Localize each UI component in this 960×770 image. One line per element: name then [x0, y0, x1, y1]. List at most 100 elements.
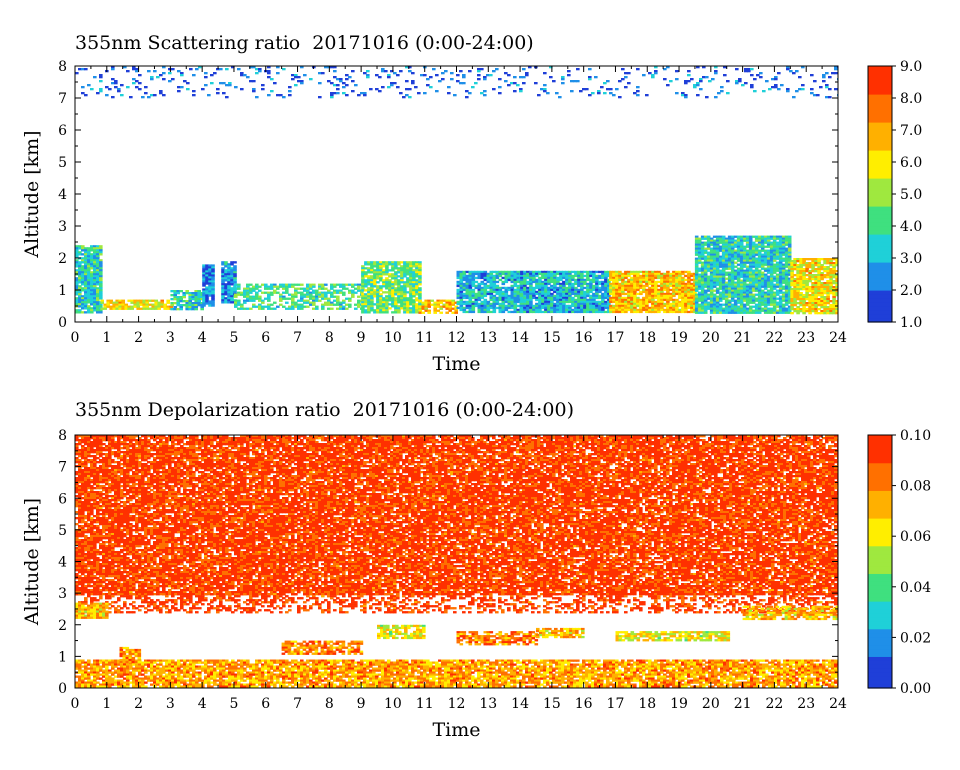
dr-layer-4: [119, 646, 142, 664]
sr-colorbar-band: [868, 178, 892, 183]
dr-colorbar-band: [868, 518, 892, 523]
dr-colorbar-band: [868, 676, 892, 681]
dr-colorbar-band: [868, 636, 892, 642]
dr-x-tick-label: 15: [543, 696, 561, 712]
dr-colorbar-band: [868, 553, 892, 559]
dr-colorbar-band: [868, 482, 892, 487]
sr-colorbar-band: [868, 274, 892, 279]
sr-colorbar-tick-label: 6.0: [900, 155, 922, 171]
sr-layer-8: [418, 299, 458, 314]
depolarization-ratio-chart: 0 1 2 3 4 5 6 7 8 9 10 11 12 13 14 15 16 17 18 19 20 21 22 23 24…: [21, 428, 931, 741]
sr-colorbar-tick-label: 3.0: [900, 251, 922, 267]
sr-y-tick-label: 5: [58, 155, 67, 171]
sr-y-tick-label: 6: [58, 123, 67, 139]
dr-colorbar-band: [868, 525, 892, 531]
sr-x-tick-label: 13: [479, 330, 497, 346]
dr-y-axis-label: Altitude [km]: [21, 498, 43, 626]
sr-colorbar-tick-label: 2.0: [900, 283, 922, 299]
dr-colorbar-tick-label: 0.10: [900, 428, 931, 444]
sr-y-axis-label: Altitude [km]: [21, 130, 43, 258]
dr-y-tick-label: 5: [58, 523, 67, 539]
dr-x-tick-label: 13: [479, 696, 497, 712]
dr-colorbar-frame: [867, 434, 893, 689]
dr-y-tick-label: 0: [58, 681, 67, 697]
dr-colorbar-band: [868, 462, 892, 468]
dr-colorbar-band: [868, 593, 892, 598]
dr-colorbar-band: [868, 604, 892, 610]
dr-colorbar-tick-label: 0.04: [900, 580, 931, 596]
dr-layer-5: [281, 640, 364, 655]
sr-colorbar-band: [868, 226, 892, 231]
dr-colorbar-band: [868, 573, 892, 578]
depolarization-ratio-title: 355nm Depolarization ratio 20171016 (0:0…: [75, 399, 574, 421]
sr-colorbar-band: [868, 314, 892, 319]
dr-colorbar-band: [868, 549, 892, 555]
sr-x-tick-label: 1: [102, 330, 111, 346]
sr-layer-5: [221, 261, 237, 304]
sr-colorbar-band: [868, 66, 892, 71]
sr-colorbar-band: [868, 162, 892, 167]
sr-colorbar-band: [868, 174, 892, 179]
dr-x-tick-label: 4: [198, 696, 207, 712]
dr-colorbar-band: [868, 624, 892, 630]
dr-y-tick-label: 3: [58, 586, 67, 602]
sr-layer-12: [694, 235, 792, 314]
sr-colorbar-band: [868, 230, 892, 235]
dr-colorbar-band: [868, 442, 892, 448]
dr-x-tick-label: 2: [134, 696, 143, 712]
sr-colorbar-band: [868, 222, 892, 227]
sr-colorbar-band: [868, 114, 892, 119]
dr-x-tick-label: 19: [670, 696, 688, 712]
sr-colorbar-band: [868, 250, 892, 255]
sr-colorbar-band: [868, 290, 892, 295]
sr-x-tick-label: 3: [166, 330, 175, 346]
sr-colorbar-band: [868, 298, 892, 303]
dr-x-tick-label: 8: [325, 696, 334, 712]
dr-colorbar-band: [868, 446, 892, 452]
sr-x-tick-label: 4: [198, 330, 207, 346]
dr-x-tick-label: 22: [766, 696, 784, 712]
dr-colorbar-band: [868, 502, 892, 507]
sr-colorbar-band: [868, 118, 892, 123]
sr-layer-11: [609, 270, 697, 314]
sr-y-tick-label: 1: [58, 283, 67, 299]
dr-x-tick-label: 24: [829, 696, 847, 712]
dr-layer-0: [75, 435, 838, 596]
dr-x-tick-label: 21: [734, 696, 752, 712]
sr-colorbar-band: [868, 110, 892, 115]
sr-colorbar-band: [868, 70, 892, 75]
sr-colorbar-band: [868, 234, 892, 239]
dr-colorbar-band: [868, 569, 892, 574]
dr-x-tick-label: 14: [511, 696, 529, 712]
dr-colorbar-band: [868, 486, 892, 491]
dr-colorbar-tick-label: 0.08: [900, 479, 931, 495]
sr-layer-9: [456, 270, 524, 314]
sr-colorbar-band: [868, 198, 892, 203]
dr-colorbar-band: [868, 470, 892, 476]
sr-layer-4: [202, 264, 215, 307]
dr-x-tick-label: 7: [293, 696, 302, 712]
dr-colorbar-band: [868, 498, 892, 503]
sr-colorbar-tick-label: 5.0: [900, 187, 922, 203]
sr-x-tick-label: 22: [766, 330, 784, 346]
sr-colorbar-band: [868, 310, 892, 315]
sr-colorbar-tick-label: 1.0: [900, 315, 922, 331]
sr-colorbar-tick-label: 4.0: [900, 219, 922, 235]
sr-colorbar-band: [868, 254, 892, 259]
sr-colorbar-band: [868, 306, 892, 311]
dr-colorbar-band: [868, 521, 892, 527]
dr-layer-10: [742, 605, 838, 621]
dr-colorbar-band: [868, 608, 892, 614]
sr-colorbar-band: [868, 202, 892, 207]
sr-colorbar-band: [868, 78, 892, 83]
sr-x-tick-label: 19: [670, 330, 688, 346]
dr-data-field: [75, 435, 838, 688]
dr-colorbar-band: [868, 616, 892, 622]
dr-x-tick-label: 9: [357, 696, 366, 712]
sr-colorbar-band: [868, 270, 892, 275]
sr-colorbar-band: [868, 126, 892, 131]
dr-x-tick-label: 0: [71, 696, 80, 712]
dr-colorbar-band: [868, 565, 892, 570]
dr-y-tick-label: 1: [58, 649, 67, 665]
dr-colorbar-band: [868, 660, 892, 665]
